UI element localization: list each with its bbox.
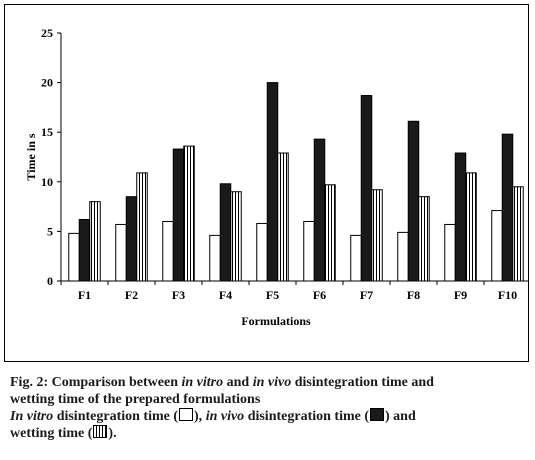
bar-solid-f1 — [78, 219, 91, 282]
x-tick-label: F2 — [125, 288, 138, 302]
bar-striped-f8 — [418, 196, 430, 282]
caption-line-2: wetting time of the prepared formulation… — [10, 392, 261, 407]
y-tick-label: 25 — [41, 26, 53, 40]
bar-solid-f9 — [454, 152, 467, 282]
caption-fig-label: Fig. 2: — [10, 375, 49, 390]
bar-open-f4 — [209, 234, 221, 282]
x-tick-label: F7 — [360, 288, 373, 302]
y-tick-label: 10 — [41, 175, 53, 189]
chart-frame: Time in s Formulations F1 F2 F3 F4 F5 F6 F7 F8 F… — [4, 4, 529, 362]
bar-solid-f6 — [313, 138, 326, 282]
bar-solid-f10 — [501, 133, 514, 282]
figure-caption: Fig. 2: Comparison between in vitro and … — [10, 374, 530, 442]
bar-open-f10 — [491, 210, 503, 282]
x-tick-label: F3 — [172, 288, 185, 302]
bar-open-f2 — [115, 223, 127, 282]
bar-striped-f2 — [136, 172, 148, 282]
bar-striped-f5 — [277, 152, 289, 282]
striped-bar-swatch-icon — [93, 425, 108, 438]
x-tick-label: F9 — [454, 288, 467, 302]
x-tick-label: F1 — [78, 288, 91, 302]
bar-solid-f5 — [266, 82, 279, 282]
bar-striped-f6 — [324, 184, 336, 282]
y-tick-label: 15 — [41, 125, 53, 139]
solid-bar-swatch-icon — [370, 408, 385, 421]
x-tick-label: F5 — [266, 288, 279, 302]
bar-striped-f10 — [512, 186, 524, 282]
bar-striped-f7 — [371, 189, 383, 282]
bar-solid-f3 — [172, 148, 185, 282]
x-axis-title: Formulations — [241, 314, 311, 328]
bar-solid-f4 — [219, 183, 232, 282]
bar-open-f6 — [303, 220, 315, 282]
bar-striped-f4 — [230, 191, 242, 282]
bar-open-f8 — [397, 231, 409, 282]
bar-chart: Time in s Formulations F1 F2 F3 F4 F5 F6 F7 F8 F… — [24, 26, 528, 328]
x-tick-label: F4 — [219, 288, 232, 302]
caption-line-4: wetting time (). — [10, 425, 117, 441]
y-tick-label: 5 — [47, 224, 53, 238]
caption-line-1: Fig. 2: Comparison between in vitro and … — [10, 375, 434, 390]
bar-open-f5 — [256, 222, 268, 282]
x-tick-label: F6 — [313, 288, 326, 302]
bar-open-f3 — [162, 220, 174, 282]
bar-solid-f8 — [407, 120, 420, 282]
x-tick-label: F10 — [498, 288, 517, 302]
bar-solid-f7 — [360, 95, 373, 282]
y-axis-title: Time in s — [24, 133, 38, 180]
caption-line-3: In vitro disintegration time (), in vivo… — [10, 408, 416, 424]
bar-open-f7 — [350, 234, 362, 282]
bar-solid-f2 — [125, 196, 138, 282]
bar-open-f1 — [68, 232, 80, 282]
x-tick-label: F8 — [407, 288, 420, 302]
open-bar-swatch-icon — [179, 408, 194, 421]
y-tick-label: 20 — [41, 76, 53, 90]
bar-striped-f1 — [89, 201, 101, 282]
bar-striped-f9 — [465, 172, 477, 282]
bar-striped-f3 — [183, 145, 195, 282]
bar-open-f9 — [444, 223, 456, 282]
y-tick-label: 0 — [47, 274, 53, 288]
